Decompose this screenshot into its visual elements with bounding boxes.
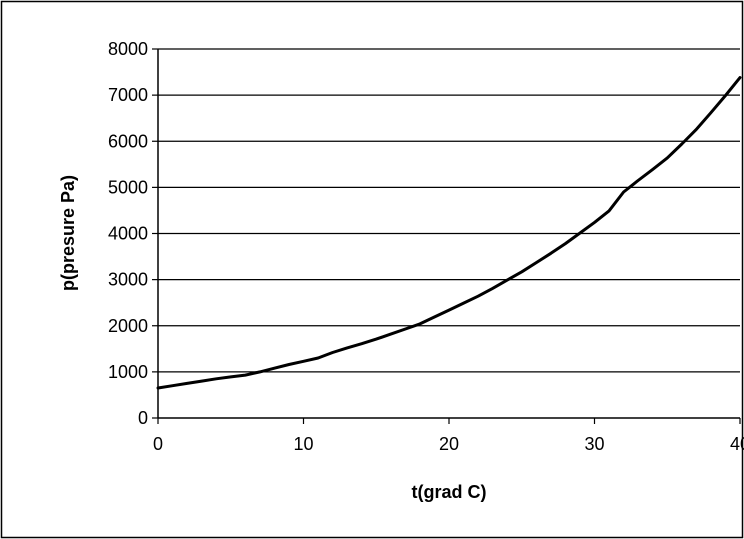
y-tick-labels: 0 1000 2000 3000 4000 5000 6000 7000 8000 [108, 39, 148, 428]
y-tick-label-6000: 6000 [108, 131, 148, 151]
x-tick-label-40: 40 [730, 434, 744, 454]
y-tick-label-3000: 3000 [108, 270, 148, 290]
series-line-0 [156, 76, 742, 390]
y-tick-label-2000: 2000 [108, 316, 148, 336]
y-tick-label-1000: 1000 [108, 362, 148, 382]
y-tick-label-0: 0 [138, 408, 148, 428]
x-tick-labels: 0 10 20 30 40 [153, 434, 744, 454]
y-tick-label-5000: 5000 [108, 177, 148, 197]
x-tick-label-30: 30 [584, 434, 604, 454]
y-axis-title: p(presure Pa) [58, 175, 78, 291]
x-axis-title: t(grad C) [412, 482, 487, 502]
series-layer [156, 76, 742, 390]
y-tick-label-8000: 8000 [108, 39, 148, 59]
axes [152, 48, 741, 424]
x-tick-label-0: 0 [153, 434, 163, 454]
y-tick-label-4000: 4000 [108, 224, 148, 244]
y-tick-label-7000: 7000 [108, 85, 148, 105]
x-tick-label-20: 20 [439, 434, 459, 454]
x-tick-label-10: 10 [293, 434, 313, 454]
